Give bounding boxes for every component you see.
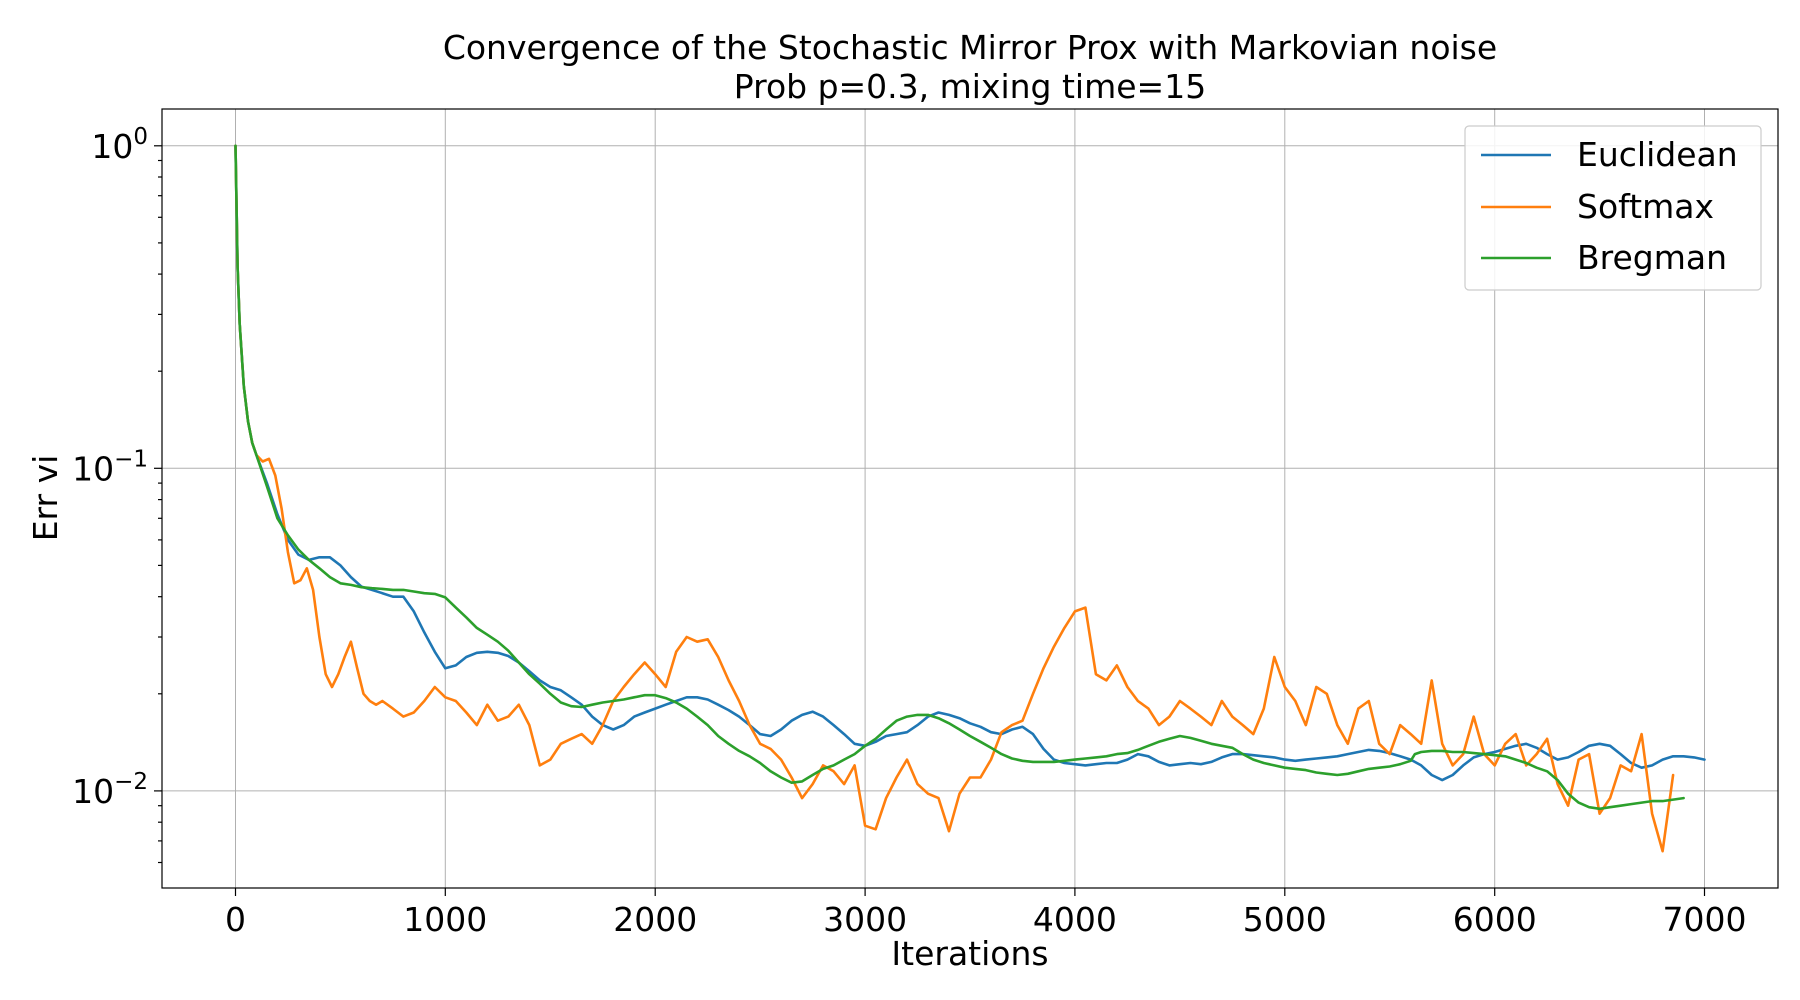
x-tick-label: 2000 (613, 900, 697, 939)
series-layer (234, 144, 1706, 853)
legend-label-euclidean: Euclidean (1577, 135, 1738, 174)
series-line-euclidean (234, 144, 1706, 782)
y-tick-label: 100 (91, 124, 148, 166)
legend-label-bregman: Bregman (1577, 238, 1727, 277)
series-line-bregman (234, 144, 1685, 811)
y-tick-label: 10−1 (72, 446, 148, 488)
legend: Euclidean Softmax Bregman (1464, 125, 1762, 291)
x-tick-label: 0 (225, 900, 246, 939)
y-axis-label: Err vi (26, 455, 65, 542)
y-axis: 100 10−1 10−2 (72, 124, 162, 864)
x-tick-label: 7000 (1663, 900, 1747, 939)
x-axis-label: Iterations (891, 934, 1048, 973)
chart-subtitle: Prob p=0.3, mixing time=15 (734, 67, 1206, 106)
x-tick-label: 5000 (1243, 900, 1327, 939)
x-tick-label: 1000 (403, 900, 487, 939)
plot-area-frame (161, 108, 1779, 889)
legend-box (1464, 125, 1762, 291)
chart-title: Convergence of the Stochastic Mirror Pro… (443, 28, 1497, 67)
x-tick-label: 4000 (1033, 900, 1117, 939)
x-axis: 0 1000 2000 3000 4000 5000 6000 7000 (225, 888, 1746, 939)
y-tick-label: 10−2 (72, 769, 148, 811)
x-tick-label: 3000 (823, 900, 907, 939)
legend-label-softmax: Softmax (1577, 187, 1714, 226)
series-line-softmax (234, 144, 1675, 853)
x-tick-label: 6000 (1453, 900, 1537, 939)
